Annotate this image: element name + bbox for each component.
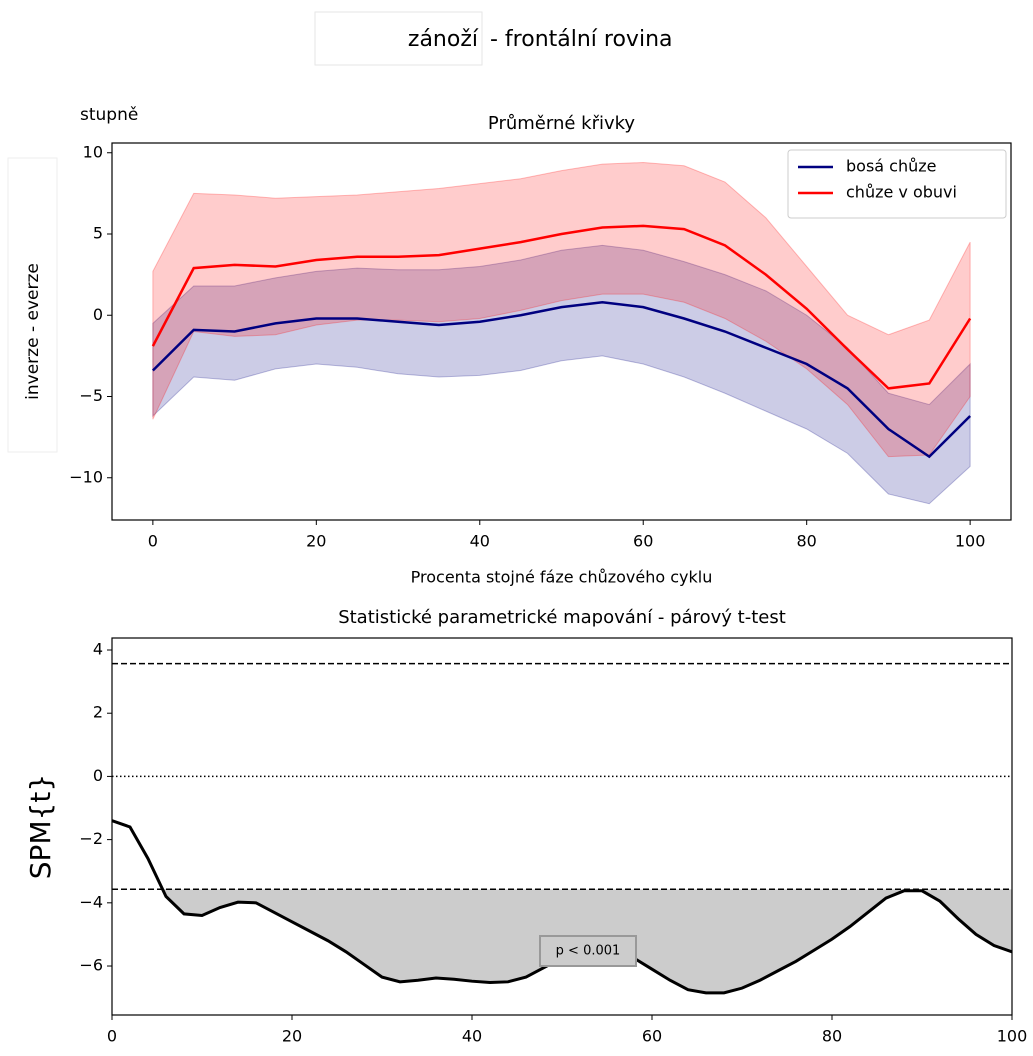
y-axis-label: inverze - everze: [23, 263, 43, 400]
y-tick-label: 4: [93, 640, 103, 659]
chart-title: Průměrné křivky: [488, 113, 636, 134]
x-tick-label: 0: [107, 1027, 117, 1046]
x-axis-label: Procenta stojné fáze chůzového cyklu: [411, 568, 713, 587]
x-tick-label: 100: [955, 532, 986, 551]
ylabel-box: [7, 157, 58, 453]
x-tick-label: 100: [997, 1027, 1028, 1046]
plot-frame: [111, 637, 1013, 1016]
plot-area: [151, 161, 972, 505]
legend-label: chůze v obuvi: [846, 183, 957, 202]
mean-line: [151, 300, 972, 459]
x-tick-label: 20: [282, 1027, 302, 1046]
mean-line: [151, 224, 972, 390]
selector[interactable]: zánoží: [408, 27, 479, 52]
page-title: - frontální rovina: [490, 27, 673, 52]
x-tick-label: 20: [306, 532, 326, 551]
x-tick-label: 60: [633, 532, 653, 551]
y-tick-label: 0: [93, 766, 103, 785]
legend-box: [787, 149, 1007, 219]
y-tick-label: −6: [79, 956, 103, 975]
y-tick-label: 0: [93, 305, 103, 324]
confidence-band: [152, 161, 971, 458]
y-tick-label: −2: [79, 829, 103, 848]
annotation: p < 0.001: [556, 944, 621, 959]
x-tick-label: 60: [642, 1027, 662, 1046]
legend-label: bosá chůze: [846, 157, 937, 176]
x-tick-label: 0: [148, 532, 158, 551]
plot-frame: [111, 142, 1012, 521]
annotation-box: [539, 935, 637, 967]
y-tick-label: −10: [69, 467, 103, 486]
y-tick-label: −4: [79, 892, 103, 911]
unit-label: stupně: [80, 105, 138, 125]
x-tick-label: 40: [470, 532, 490, 551]
selector-box[interactable]: [314, 11, 483, 66]
x-tick-label: 80: [822, 1027, 842, 1046]
x-tick-label: 80: [797, 532, 817, 551]
chart-title: Statistické parametrické mapování - páro…: [338, 607, 786, 628]
x-tick-label: 40: [462, 1027, 482, 1046]
y-tick-label: −5: [79, 386, 103, 405]
confidence-band: [152, 244, 971, 505]
y-axis-label: SPM{t}: [24, 774, 57, 879]
y-tick-label: 5: [93, 224, 103, 243]
y-tick-label: 2: [93, 703, 103, 722]
y-tick-label: 10: [83, 142, 103, 161]
